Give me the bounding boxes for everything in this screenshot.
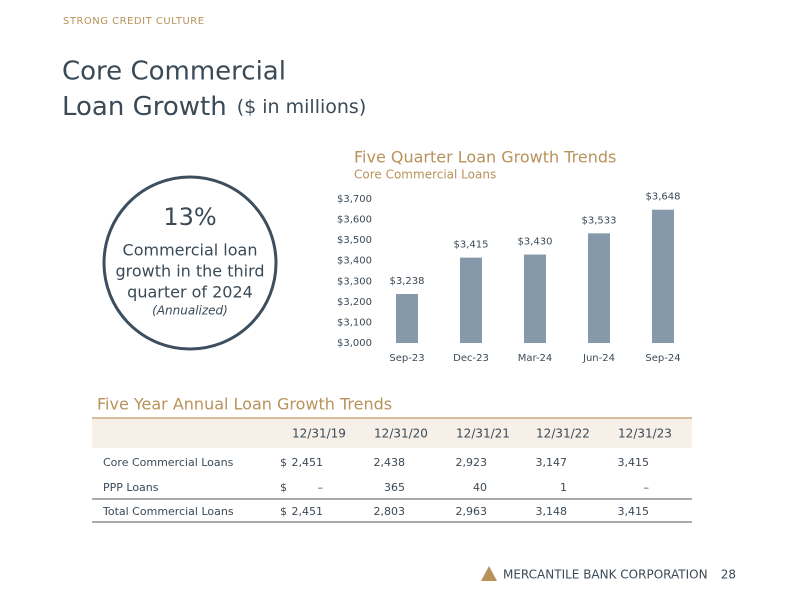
y-tick-label: $3,200 [337,297,372,308]
chart-title: Five Quarter Loan Growth Trends [354,148,616,167]
callout-circle [102,175,278,351]
column-header: 12/31/20 [374,427,428,441]
callout-line: quarter of 2024 [127,283,253,302]
x-tick-label: Mar-24 [518,353,553,364]
cell: 2,438 [374,456,406,469]
title-unit: ($ in millions) [237,96,367,118]
currency: $ [280,505,287,518]
callout-line: growth in the third [115,262,264,281]
callout-line: Commercial loan [123,241,258,260]
cell: 2,803 [374,505,406,518]
value-label: $3,648 [646,192,681,203]
title-line: Loan Growth [62,92,227,122]
cell: 40 [473,481,487,494]
cell: 365 [384,481,405,494]
x-tick-label: Sep-23 [389,353,424,364]
row-label: Total Commercial Loans [102,505,234,518]
cell: 2,963 [456,505,488,518]
bar [396,294,418,343]
callout-note: (Annualized) [152,304,228,318]
value-label: $3,430 [518,237,553,248]
y-tick-label: $3,600 [337,215,372,226]
currency: $ [280,481,287,494]
currency: $ [280,456,287,469]
logo-mark [481,566,497,581]
company-name: MERCANTILE BANK CORPORATION [503,568,708,582]
cell: 3,148 [536,505,568,518]
column-header: 12/31/23 [618,427,672,441]
bar [460,257,482,343]
cell: 2,923 [456,456,488,469]
bar [588,233,610,343]
y-tick-label: $3,700 [337,194,372,205]
cell: 2,451 [292,456,324,469]
cell: 2,451 [292,505,324,518]
value-label: $3,533 [582,215,617,226]
cell: 3,415 [618,505,650,518]
y-tick-label: $3,500 [337,235,372,246]
cell: 1 [560,481,567,494]
kicker: STRONG CREDIT CULTURE [63,16,205,27]
column-header: 12/31/19 [292,427,346,441]
value-label: $3,415 [454,240,489,251]
table-header-band [92,418,692,448]
y-tick-label: $3,400 [337,256,372,267]
title-line: Core Commercial [62,57,286,87]
x-tick-label: Sep-24 [645,353,680,364]
table-title: Five Year Annual Loan Growth Trends [97,395,392,414]
cell: – [318,481,324,494]
row-label: PPP Loans [103,481,159,494]
column-header: 12/31/21 [456,427,510,441]
callout-value: 13% [163,203,216,231]
bar [652,209,674,343]
cell: 3,147 [536,456,568,469]
bar [524,254,546,343]
cell: 3,415 [618,456,650,469]
y-tick-label: $3,000 [337,338,372,349]
y-tick-label: $3,300 [337,276,372,287]
y-tick-label: $3,100 [337,317,372,328]
page-number: 28 [721,568,736,582]
chart-subtitle: Core Commercial Loans [354,168,496,182]
column-header: 12/31/22 [536,427,590,441]
value-label: $3,238 [390,276,425,287]
x-tick-label: Dec-23 [453,353,489,364]
row-label: Core Commercial Loans [103,456,234,469]
title-line: Loan Growth ($ in millions) [62,92,366,122]
x-tick-label: Jun-24 [582,353,615,364]
cell: – [644,481,650,494]
